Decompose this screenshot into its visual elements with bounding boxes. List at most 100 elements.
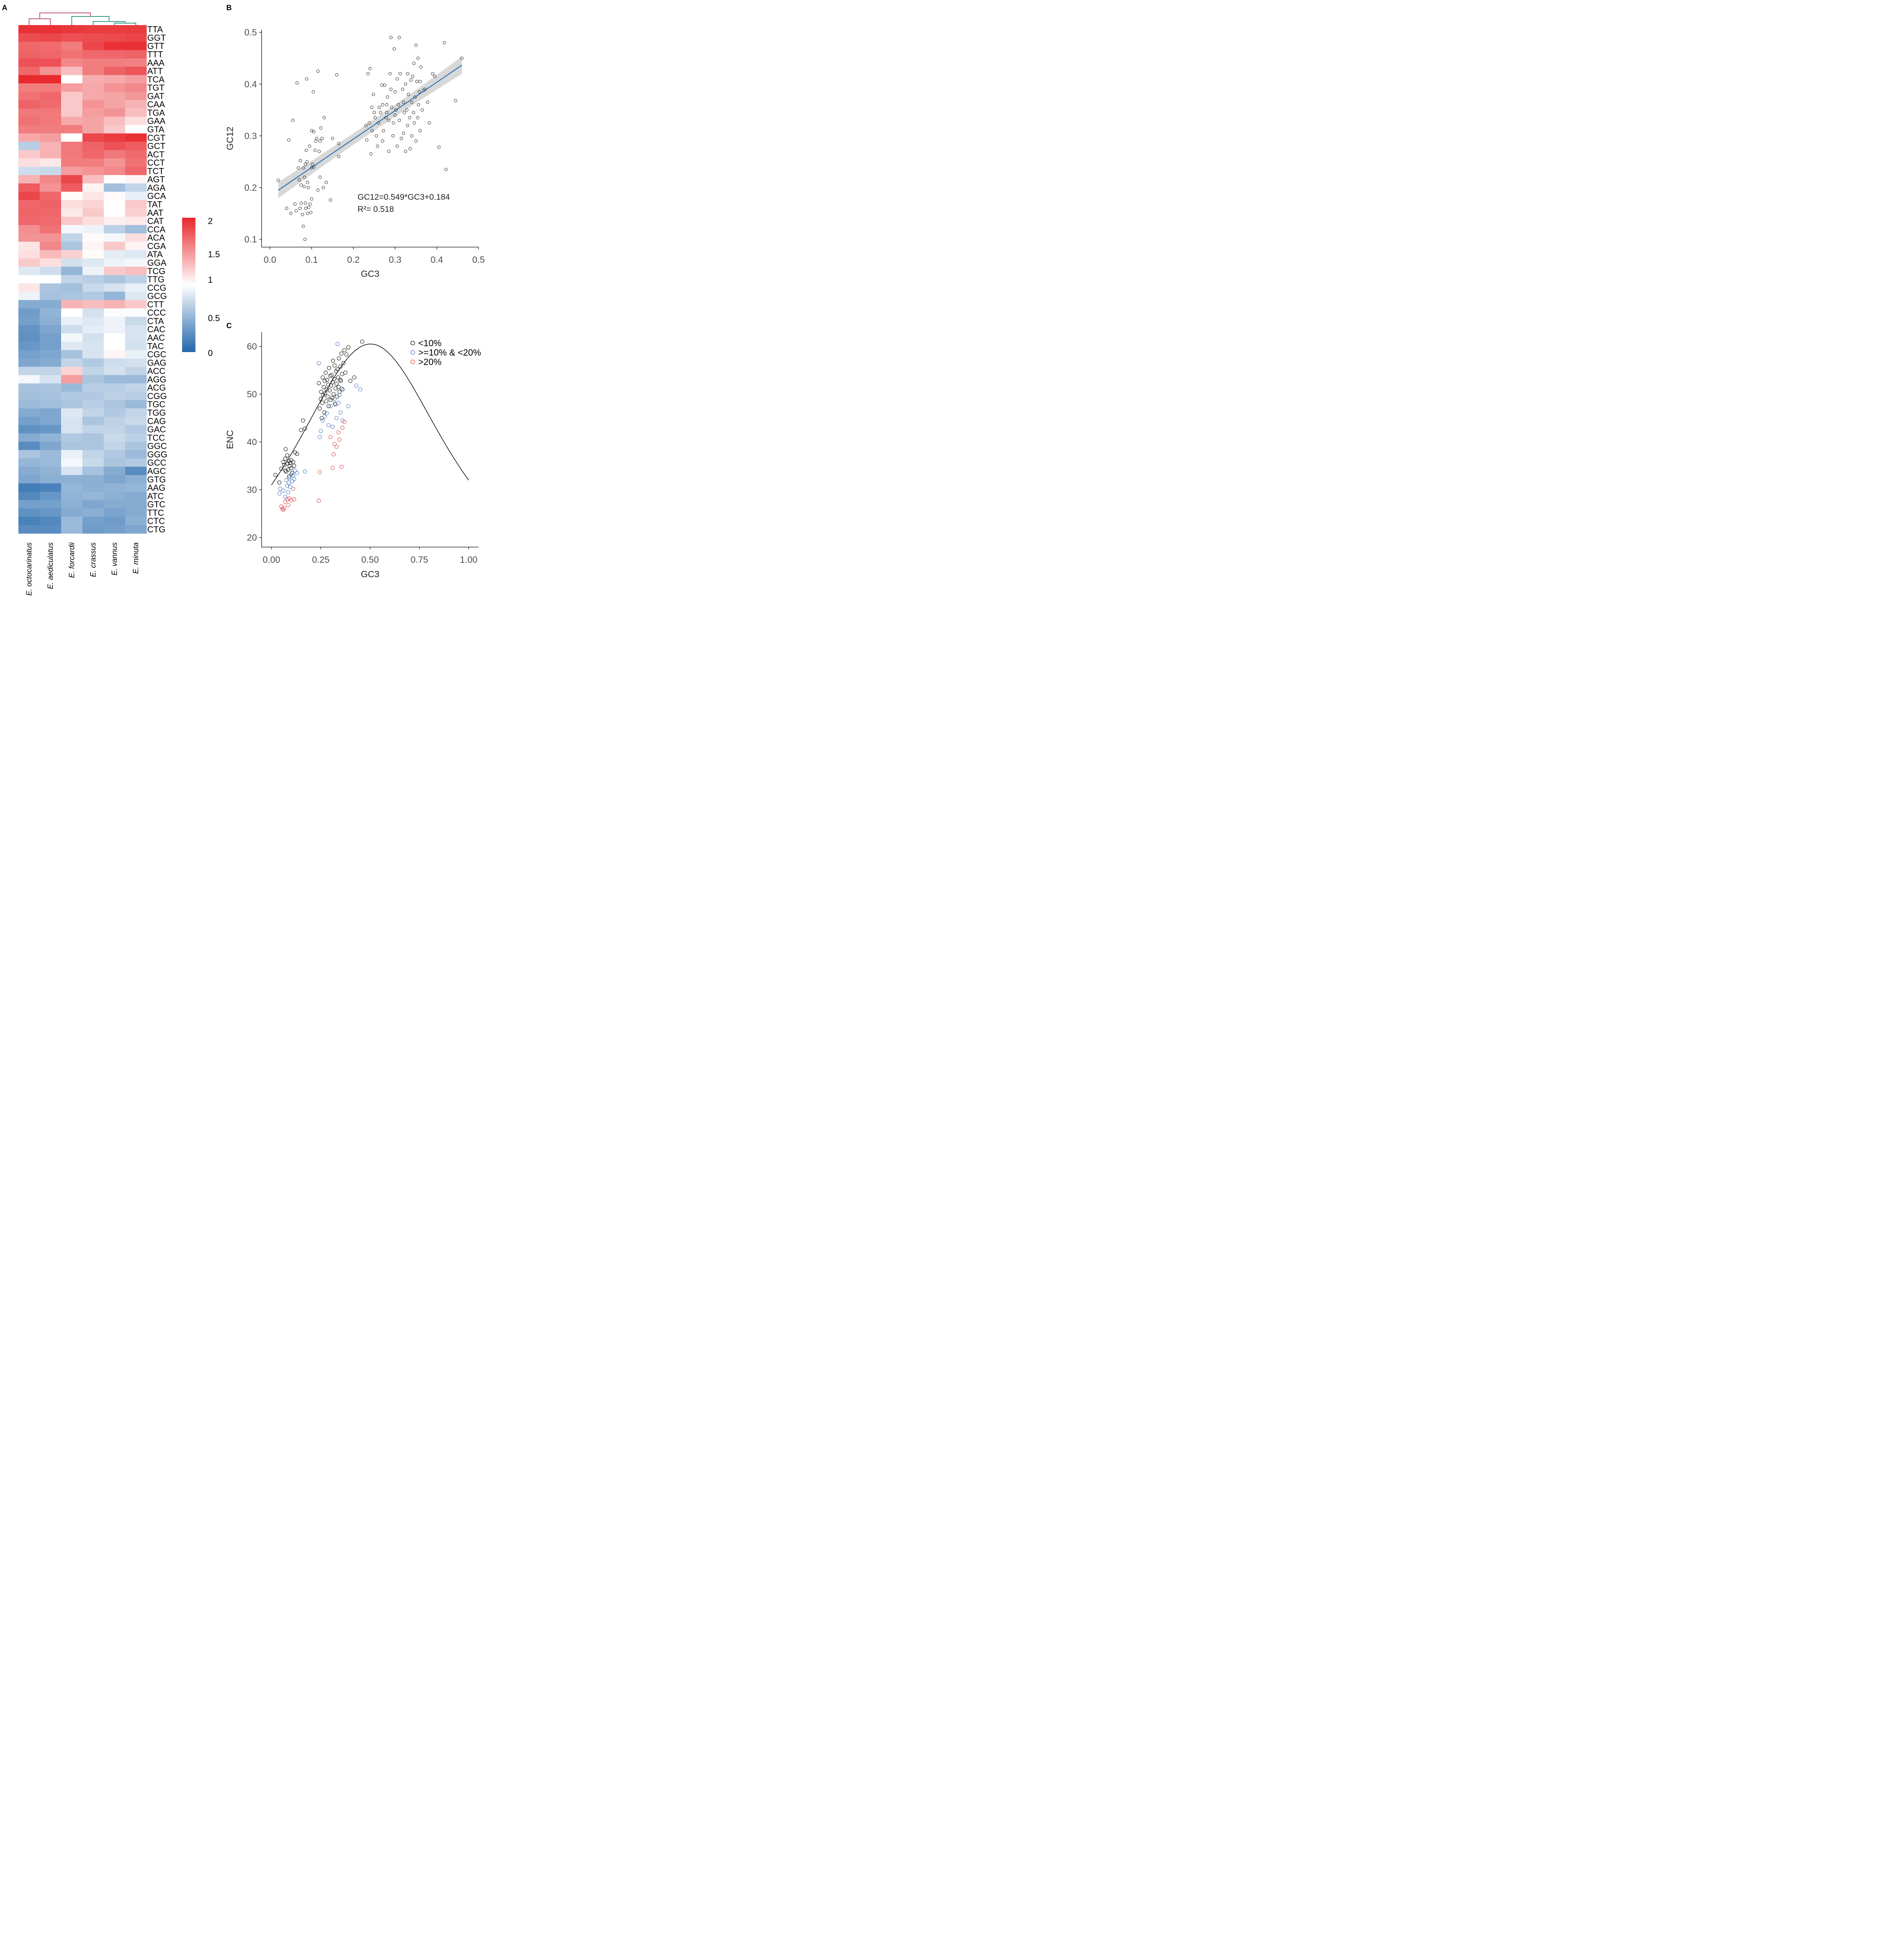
- heatmap-cell: [18, 392, 40, 401]
- heatmap-cell: [40, 525, 61, 534]
- heatmap-row-label: TCA: [147, 74, 164, 84]
- heatmap-cell: [104, 408, 126, 417]
- heatmap-cell: [82, 475, 104, 484]
- scatter-c-y-tick-label: 60: [247, 341, 257, 352]
- heatmap-cell: [40, 483, 61, 492]
- heatmap-cell: [18, 475, 40, 484]
- heatmap-cell: [18, 242, 40, 251]
- heatmap-cell: [82, 392, 104, 401]
- heatmap-cell: [61, 442, 83, 450]
- heatmap-cell: [125, 141, 147, 150]
- heatmap-cell: [125, 158, 147, 167]
- heatmap-cell: [40, 300, 61, 309]
- heatmap-cell: [40, 141, 61, 150]
- scatter-b-point: [322, 186, 325, 190]
- scatter-b-point: [402, 100, 405, 104]
- scatter-c-point: [285, 497, 289, 502]
- scatter-b-point: [392, 121, 395, 125]
- scatter-b-point: [285, 206, 288, 210]
- heatmap-cell: [61, 200, 83, 209]
- heatmap-row-label: GTG: [147, 475, 166, 484]
- scatter-b-point: [309, 211, 313, 214]
- heatmap-row-label: ACT: [147, 150, 164, 159]
- heatmap-cell: [82, 316, 104, 325]
- heatmap-cell: [82, 308, 104, 317]
- scatter-c-point: [287, 475, 291, 480]
- heatmap-cell: [125, 117, 147, 125]
- dendrogram-branch: [114, 23, 136, 25]
- heatmap-cell: [61, 325, 83, 334]
- dendrogram-branch: [29, 18, 51, 25]
- heatmap-cell: [18, 33, 40, 42]
- scatter-b-point: [302, 185, 306, 188]
- scatter-b-point: [393, 90, 397, 94]
- scatter-b-point: [421, 108, 424, 112]
- heatmap-cell: [40, 517, 61, 526]
- heatmap-cell: [18, 125, 40, 134]
- scatter-b-point: [318, 175, 322, 179]
- heatmap-row-label: ATT: [147, 66, 163, 76]
- heatmap-cell: [18, 141, 40, 150]
- heatmap-cell: [40, 117, 61, 125]
- scatter-b-point: [412, 61, 415, 65]
- scatter-c-point: [277, 480, 282, 485]
- heatmap-cell: [18, 341, 40, 350]
- heatmap-cell: [82, 417, 104, 426]
- heatmap-cell: [125, 25, 147, 34]
- heatmap-column-label: E. forcardii: [68, 542, 76, 578]
- scatter-c-point: [339, 379, 343, 383]
- scatter-b-point: [307, 206, 311, 209]
- scatter-b-point: [406, 124, 409, 127]
- heatmap-cell: [61, 217, 83, 226]
- heatmap-cell: [82, 166, 104, 175]
- heatmap-cell: [125, 250, 147, 259]
- heatmap-row-label: AGG: [147, 374, 166, 384]
- scatter-b-point: [390, 106, 394, 109]
- heatmap-row-label: TGA: [147, 108, 165, 117]
- scatter-c-point: [284, 447, 288, 452]
- heatmap-cell: [125, 392, 147, 401]
- heatmap-cell: [40, 33, 61, 42]
- heatmap-cell: [125, 325, 147, 334]
- panel-label-a: A: [2, 4, 7, 12]
- heatmap-cell: [40, 225, 61, 234]
- heatmap-cell: [18, 233, 40, 242]
- scatter-b-x-label: GC3: [361, 269, 379, 279]
- scatter-b-point: [365, 138, 369, 142]
- scatter-b-point: [381, 103, 385, 107]
- heatmap-cell: [104, 417, 126, 426]
- scatter-b-y-tick-label: 0.3: [244, 131, 257, 141]
- heatmap-cell: [104, 133, 126, 142]
- scatter-c-point: [281, 460, 285, 464]
- heatmap-cell: [104, 400, 126, 409]
- heatmap-cell: [82, 325, 104, 334]
- scatter-b-point: [412, 121, 416, 125]
- heatmap-cell: [125, 300, 147, 309]
- heatmap-cell: [40, 325, 61, 334]
- scatter-c-point: [319, 390, 323, 394]
- heatmap-cell: [104, 300, 126, 309]
- scatter-c-point: [327, 423, 331, 428]
- heatmap-cell: [125, 83, 147, 92]
- scatter-c-point: [303, 426, 307, 431]
- heatmap-cell: [61, 25, 83, 34]
- heatmap-cell: [61, 291, 83, 300]
- scatter-b-point: [396, 145, 399, 148]
- heatmap-cell: [104, 183, 126, 192]
- heatmap-cell: [125, 150, 147, 159]
- scatter-c-point: [318, 429, 323, 433]
- scatter-c-point: [293, 450, 297, 455]
- heatmap-cell: [125, 217, 147, 226]
- heatmap-cell: [104, 491, 126, 500]
- scatter-b-point: [372, 93, 375, 96]
- scatter-c-point: [292, 477, 296, 481]
- scatter-c-point: [329, 404, 333, 408]
- heatmap-cell: [125, 33, 147, 42]
- heatmap-cell: [18, 133, 40, 142]
- heatmap-cell: [18, 525, 40, 534]
- heatmap-cell: [82, 83, 104, 92]
- heatmap-cell: [125, 425, 147, 434]
- scatter-c-point: [283, 495, 287, 499]
- scatter-b-point: [311, 163, 314, 166]
- heatmap-cell: [18, 442, 40, 450]
